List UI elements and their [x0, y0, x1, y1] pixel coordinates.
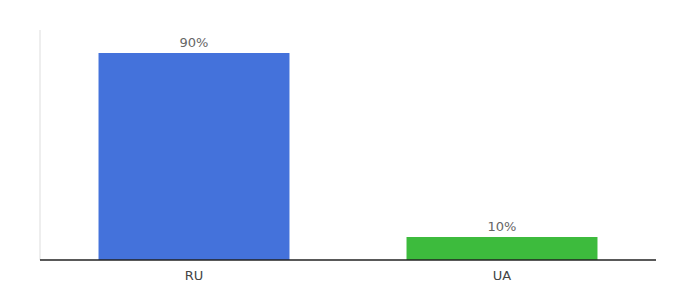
x-tick-label: UA [493, 268, 512, 283]
bar [99, 53, 290, 260]
bar [407, 237, 598, 260]
y-axis-line [40, 30, 41, 260]
chart: RU UA 90% 10% [0, 0, 680, 300]
chart-container: RU UA 90% 10% [0, 0, 680, 300]
x-axis-line [40, 259, 656, 261]
data-label: 10% [488, 219, 517, 234]
x-tick-label: RU [185, 268, 204, 283]
data-label: 90% [180, 35, 209, 50]
bars [99, 53, 598, 260]
